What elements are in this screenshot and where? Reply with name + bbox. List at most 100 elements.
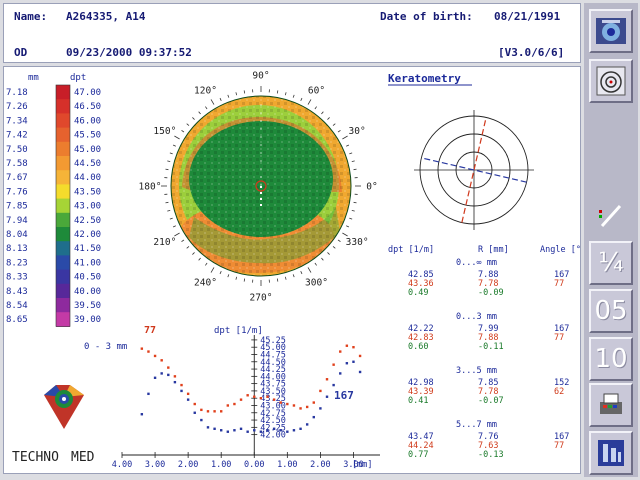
kerato-dpt-value: 42.98 — [408, 378, 434, 388]
zone-05-label: 05 — [594, 296, 628, 326]
profile-point-77 — [180, 383, 183, 387]
logo-text-med: MED — [71, 450, 95, 465]
scale-mm-value: 8.33 — [6, 273, 28, 283]
scale-dpt-value: 43.50 — [74, 187, 101, 197]
zone-10-button[interactable]: 10 — [589, 337, 633, 381]
map-tick — [174, 135, 180, 140]
profile-x-tick-label: 1.00 — [277, 460, 297, 470]
map-tick — [300, 97, 303, 101]
profile-point-167 — [206, 426, 210, 429]
map-tick — [314, 106, 317, 110]
scale-color-swatch — [56, 212, 70, 228]
kerato-r-value: 7.88 — [478, 270, 498, 280]
map-angle-label: 300° — [305, 278, 328, 289]
scale-dpt-header: dpt — [70, 73, 86, 83]
map-border — [170, 95, 352, 277]
profile-point-77 — [200, 408, 203, 412]
scale-mm-header: mm — [28, 73, 39, 83]
profile-point-77 — [279, 401, 282, 404]
scale-dpt-value: 39.00 — [74, 315, 101, 325]
exit-button[interactable] — [589, 431, 633, 475]
profile-x-tick-label: 1.00 — [211, 460, 231, 470]
scale-dpt-value: 46.00 — [74, 116, 101, 126]
map-tick — [172, 225, 176, 228]
placido-button[interactable] — [589, 59, 633, 103]
profile-point-77 — [206, 410, 210, 413]
scale-dpt-value: 44.00 — [74, 173, 101, 183]
profile-point-77 — [312, 401, 315, 404]
capture-button[interactable] — [589, 9, 633, 53]
profile-point-167 — [160, 372, 163, 375]
map-angle-label: 180° — [139, 182, 162, 193]
scale-mm-value: 7.76 — [6, 187, 28, 197]
map-angle-label: 120° — [194, 85, 217, 96]
dob-value: 08/21/1991 — [494, 10, 561, 23]
scale-mm-value: 8.54 — [6, 301, 28, 311]
zone-05-button[interactable]: 05 — [589, 289, 633, 333]
map-angle-label: 150° — [153, 126, 176, 137]
map-angle-label: 30° — [349, 126, 366, 137]
logo-text-techno: TECHNO — [12, 450, 59, 465]
kerato-dpt-value: 42.22 — [408, 324, 434, 334]
topography-map[interactable]: 90° 60° 30° 0° 330° 300° 270° 240° 210° 180° 150° 1… — [139, 71, 378, 304]
profile-label-167: 167 — [334, 389, 354, 402]
map-tick — [167, 160, 171, 163]
keratometry-table: dpt [1/m] R [mm] Angle [°] 0...∞ mm 42.85… — [388, 245, 581, 460]
profile-point-167 — [186, 398, 190, 401]
scale-color-swatch — [56, 141, 70, 157]
profile-point-167 — [339, 372, 342, 375]
profile-x-tick-label: 2.00 — [178, 460, 198, 470]
eye-indicator: OD — [14, 46, 28, 59]
map-tick — [167, 209, 171, 212]
map-tick — [227, 274, 230, 278]
profile-point-77 — [193, 402, 196, 406]
kerato-r-value: -0.11 — [478, 342, 504, 352]
profile-point-167 — [226, 430, 230, 433]
map-tick — [169, 152, 173, 155]
profile-point-167 — [140, 413, 144, 416]
scale-dpt-value: 40.00 — [74, 287, 101, 297]
profile-point-77 — [292, 404, 296, 407]
toolbar-sidebar: ¼ 05 10 — [584, 3, 638, 477]
draw-tool-button[interactable] — [589, 193, 633, 237]
kerato-r-value: 7.85 — [478, 378, 498, 388]
scale-mm-value: 7.94 — [6, 216, 28, 226]
kerato-dpt-value: 0.77 — [408, 450, 428, 460]
map-tick — [346, 144, 350, 147]
map-tick — [186, 123, 190, 126]
map-tick — [192, 117, 195, 120]
profile-point-77 — [220, 410, 223, 413]
map-tick — [327, 252, 330, 255]
map-tick — [349, 152, 353, 155]
profile-point-167 — [325, 395, 329, 398]
pupil-marker — [255, 180, 267, 192]
scale-dpt-value: 44.50 — [74, 159, 101, 169]
kerato-angle-value: 152 — [554, 378, 569, 388]
kerato-header-dpt: dpt [1/m] — [388, 245, 434, 255]
scale-dpt-value: 41.00 — [74, 258, 101, 268]
quarter-fraction-icon: ¼ — [598, 248, 624, 278]
map-angle-label: 330° — [346, 237, 369, 248]
kerato-header-angle: Angle [°] — [540, 245, 581, 255]
print-button[interactable] — [589, 383, 633, 427]
profile-point-77 — [147, 350, 150, 353]
map-tick — [210, 99, 215, 105]
profile-point-77 — [299, 407, 302, 410]
kerato-angle-value: 167 — [554, 324, 569, 334]
profile-point-167 — [167, 373, 170, 377]
kerato-r-value: 7.76 — [478, 432, 498, 442]
kerato-r-value: -0.13 — [478, 450, 504, 460]
scale-dpt-value: 45.50 — [74, 131, 101, 141]
profile-y-tick-label: 43.50 — [260, 387, 286, 397]
quarter-view-button[interactable]: ¼ — [589, 241, 633, 285]
scale-mm-value: 7.50 — [6, 145, 28, 155]
map-tick — [332, 123, 336, 126]
keratometry-panel: Keratometry dpt [1/m] R [mm] Angle [°] 0… — [388, 72, 581, 460]
profile-x-tick-label: 0.00 — [244, 460, 264, 470]
map-tick — [351, 209, 355, 212]
profile-point-77 — [173, 375, 177, 378]
kerato-zone-label: 0...3 mm — [456, 312, 497, 322]
map-tick — [307, 267, 312, 273]
profile-y-tick-label: 44.25 — [260, 365, 286, 375]
map-tick — [300, 271, 303, 275]
